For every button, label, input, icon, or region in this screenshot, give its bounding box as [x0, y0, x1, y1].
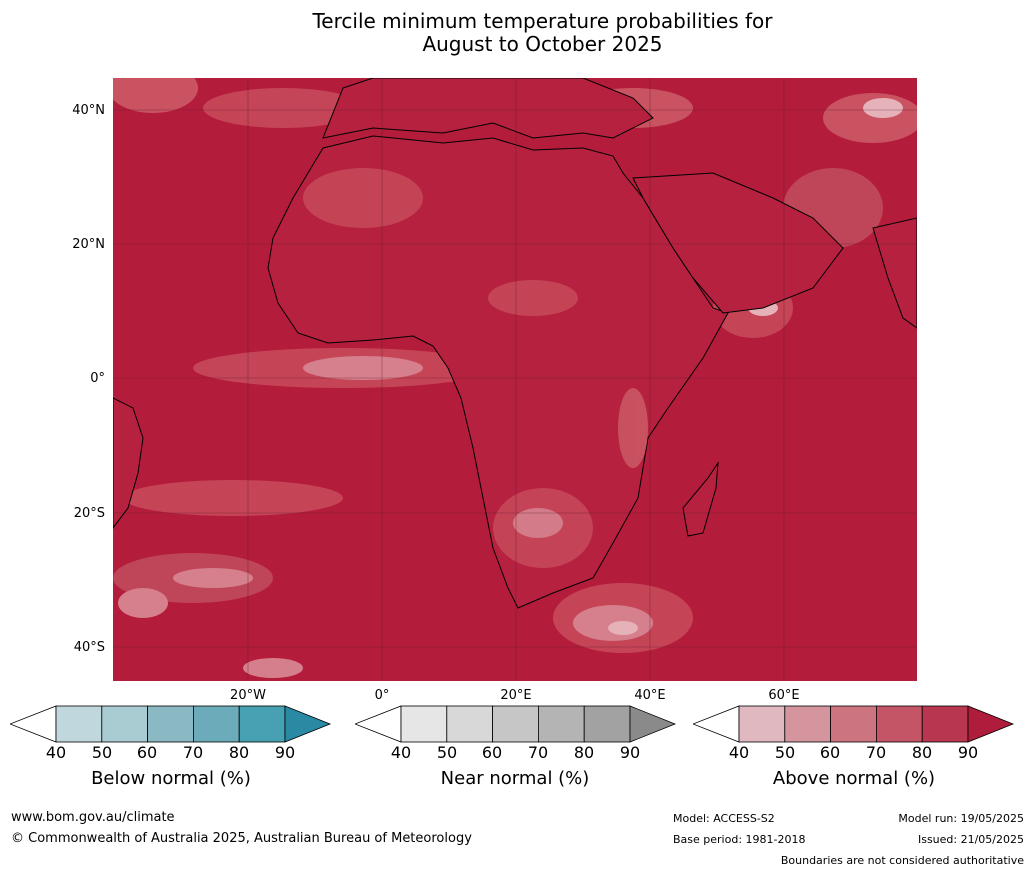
colorbar-cell — [446, 705, 494, 743]
lon-label-20e: 20°E — [500, 688, 532, 703]
tick-label: 80 — [911, 743, 933, 762]
lon-label-20w: 20°W — [230, 688, 266, 703]
title-line-1: Tercile minimum temperature probabilitie… — [312, 9, 773, 33]
title-line-2: August to October 2025 — [422, 32, 663, 56]
tick-label: 60 — [481, 743, 503, 762]
lon-label-60e: 60°E — [768, 688, 800, 703]
tick-label: 50 — [436, 743, 458, 762]
colorbar-cell — [101, 705, 149, 743]
lon-label-0: 0° — [374, 688, 390, 703]
colorbar-cell — [583, 705, 631, 743]
map-title: Tercile minimum temperature probabilitie… — [0, 10, 1035, 56]
colorbar-cell — [55, 705, 103, 743]
colorbar-cell — [921, 705, 969, 743]
colorbar-cell — [192, 705, 240, 743]
colorbar-cell — [537, 705, 585, 743]
tick-label: 40 — [728, 743, 750, 762]
lat-label-20s: 20°S — [73, 506, 105, 521]
tick-label: 60 — [136, 743, 158, 762]
tick-label: 50 — [774, 743, 796, 762]
colorbar-cell — [875, 705, 923, 743]
lat-label-40s: 40°S — [73, 640, 105, 655]
colorbar-below-normal — [10, 705, 332, 743]
tick-label: 50 — [91, 743, 113, 762]
colorbar-cell — [238, 705, 286, 743]
tick-label: 70 — [527, 743, 549, 762]
lat-label-20n: 20°N — [72, 237, 105, 252]
colorbar-title-near: Near normal (%) — [440, 768, 590, 789]
tick-label: 70 — [182, 743, 204, 762]
base-period-text: Base period: 1981-2018 — [673, 833, 806, 846]
tick-label: 90 — [619, 743, 641, 762]
tick-label: 70 — [865, 743, 887, 762]
tick-label: 60 — [819, 743, 841, 762]
lon-label-40e: 40°E — [634, 688, 666, 703]
model-run-text: Model run: 19/05/2025 — [898, 812, 1024, 825]
tick-label: 40 — [390, 743, 412, 762]
south-america-coastline — [113, 397, 144, 529]
colorbar-title-below: Below normal (%) — [91, 768, 251, 789]
tick-label: 40 — [45, 743, 67, 762]
colorbar-near-normal — [355, 705, 677, 743]
colorbar-cell — [400, 705, 448, 743]
lat-label-0: 0° — [90, 371, 105, 386]
issued-text: Issued: 21/05/2025 — [917, 833, 1024, 846]
land-patches — [303, 168, 648, 568]
colorbar-cell — [492, 705, 539, 743]
tick-label: 90 — [957, 743, 979, 762]
colorbar-cell — [147, 705, 194, 743]
colorbar-above-normal — [693, 705, 1015, 743]
probability-map — [113, 78, 917, 681]
graticule — [113, 78, 917, 681]
tick-label: 90 — [274, 743, 296, 762]
colorbar-cell — [830, 705, 877, 743]
africa-coastline — [267, 135, 729, 609]
colorbar-title-above: Above normal (%) — [772, 768, 936, 789]
colorbar-cell — [784, 705, 832, 743]
model-text: Model: ACCESS-S2 — [673, 812, 775, 825]
copyright-text: © Commonwealth of Australia 2025, Austra… — [11, 831, 472, 846]
europe-coastline — [322, 78, 654, 139]
madagascar-coastline — [682, 461, 719, 537]
website-link[interactable]: www.bom.gov.au/climate — [11, 810, 175, 825]
lat-label-40n: 40°N — [72, 103, 105, 118]
tick-label: 80 — [573, 743, 595, 762]
india-coastline — [872, 217, 917, 329]
colorbar-cell — [738, 705, 786, 743]
boundaries-note: Boundaries are not considered authoritat… — [780, 854, 1024, 867]
arabia-coastline — [632, 172, 844, 314]
tick-label: 80 — [228, 743, 250, 762]
